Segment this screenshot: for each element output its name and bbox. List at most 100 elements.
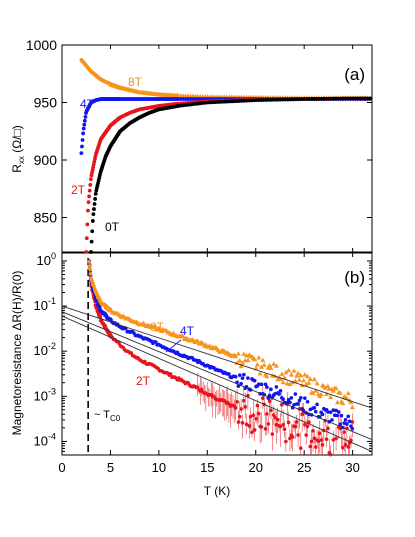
series-2T-b-point [252, 428, 257, 432]
panel-b-ytick-label: 10-4 [34, 431, 56, 448]
panel-b-xtick-label: 0 [58, 460, 65, 475]
series-2T-b-point [343, 443, 348, 447]
series-8T-b-point [282, 374, 288, 380]
series-8T-b-point [298, 372, 304, 378]
series-2T-b-point [248, 414, 253, 419]
series-8T-b-point [268, 365, 274, 370]
series-8T-b-point [235, 351, 241, 356]
series-0T-a-point [93, 197, 98, 201]
series-4T-a-point [82, 122, 87, 127]
label-pointer-4T [165, 339, 182, 353]
series-8T-b-point [310, 390, 316, 395]
series-8T-b-point [237, 357, 243, 363]
series-4T-b-point [237, 373, 242, 377]
series-8T-b-point [295, 370, 301, 376]
series-label-4T-b: 4T [180, 324, 195, 338]
series-4T-b-point [350, 426, 355, 431]
series-2T-b-point [250, 430, 254, 435]
series-8T-b-point [322, 385, 328, 390]
series-0T-a-point [90, 219, 95, 223]
series-8T-b-point [334, 399, 340, 405]
series-4T-b-point [347, 419, 352, 424]
series-label-2T-a: 2T [71, 183, 86, 197]
panel-b-marks [61, 258, 373, 457]
series-label-8T-b: 8T [150, 320, 165, 334]
series-2T-b-point [251, 413, 256, 418]
series-0T-a-point [93, 191, 98, 196]
series-4T-b-point [267, 393, 272, 398]
panel-b-ytick-label: 100 [37, 251, 56, 268]
series-4T-b-point [227, 372, 231, 376]
series-8T-b-point [88, 267, 92, 272]
series-0T-a-point [91, 212, 96, 217]
series-2T-b-point [308, 444, 313, 449]
series-2T-b-point [259, 425, 264, 429]
series-2T-b-point [240, 421, 245, 425]
series-4T-b-point [339, 413, 344, 418]
series-2T-a-point [84, 250, 89, 254]
series-4T-b-point [334, 408, 338, 413]
series-4T-b-point [274, 385, 279, 389]
panel-b-label: (b) [344, 268, 365, 287]
series-2T-b-point [349, 438, 353, 443]
series-2T-b-point [236, 420, 241, 424]
series-2T-b-point [237, 414, 242, 419]
series-4T-b-point [326, 410, 330, 414]
series-8T-b-point [241, 351, 247, 356]
series-8T-b-point [301, 377, 307, 383]
series-4T-b-point [252, 378, 257, 383]
series-8T-b-point [279, 371, 285, 376]
series-2T-b-point [235, 399, 239, 404]
series-2T-b-point [309, 439, 314, 444]
series-8T-b-point [330, 388, 336, 393]
series-8T-b-point [348, 399, 354, 405]
series-8T-b-point [340, 400, 346, 406]
series-2T-a-point [87, 194, 92, 199]
series-4T-b-point [342, 421, 346, 425]
series-2T-b-point [311, 428, 315, 433]
series-0T-a-point [90, 229, 95, 234]
panel-a-ticks: 850 900 950 1000 [26, 37, 372, 252]
series-0T-a-point [89, 250, 93, 254]
series-8T-b-point [349, 404, 355, 410]
series-2T-b-point [313, 445, 318, 449]
series-4T-b-point [242, 372, 246, 377]
series-2T-b-point [263, 427, 268, 431]
series-2T-b-point [270, 432, 275, 436]
series-4T-b-point [345, 422, 349, 426]
series-2T-b-point [265, 412, 269, 416]
panel-b-xtick-label: 15 [200, 460, 214, 475]
series-8T-b-point [303, 381, 309, 387]
series-4T-b-point [256, 382, 261, 386]
series-4T-b-point [331, 408, 336, 412]
series-2T-b-point [239, 407, 243, 411]
series-2T-b-point [324, 437, 329, 441]
series-label-0T-a: 0T [105, 220, 120, 234]
series-8T-b-point [324, 391, 330, 396]
series-2T-b-point [275, 417, 280, 422]
series-4T-b-point [289, 396, 294, 400]
series-8T-b-point [287, 381, 293, 386]
panel-b-ytick-label: 10-1 [34, 296, 56, 313]
panel-a-ytick-label: 850 [34, 210, 58, 226]
panel-b-ticks: 0 5 10 15 20 25 30 10-4 10-3 10-2 10-1 100 [34, 251, 372, 475]
series-8T-b-point [277, 376, 283, 382]
series-8T-b-point [318, 391, 324, 397]
series-2T-b-point [242, 398, 246, 403]
series-0T-a-point [92, 202, 97, 206]
series-2T-a-point [86, 208, 90, 213]
series-2T-b-point [320, 443, 325, 447]
series-4T-a-point [83, 115, 88, 119]
series-2T-b-point [305, 424, 310, 429]
series-8T-b-point [271, 361, 277, 366]
series-2T-b-point [294, 420, 299, 424]
panel-b-xtick-label: 20 [249, 460, 263, 475]
x-axis-label: T (K) [204, 484, 230, 498]
series-8T-b-point [256, 354, 262, 360]
series-8T-b-point [258, 364, 264, 369]
series-2T-b-point [350, 420, 355, 424]
series-4T-b-point [332, 413, 337, 417]
series-4T-b-point [297, 398, 302, 403]
series-label-8T-a: 8T [128, 75, 143, 89]
series-4T-a-point [79, 151, 84, 156]
